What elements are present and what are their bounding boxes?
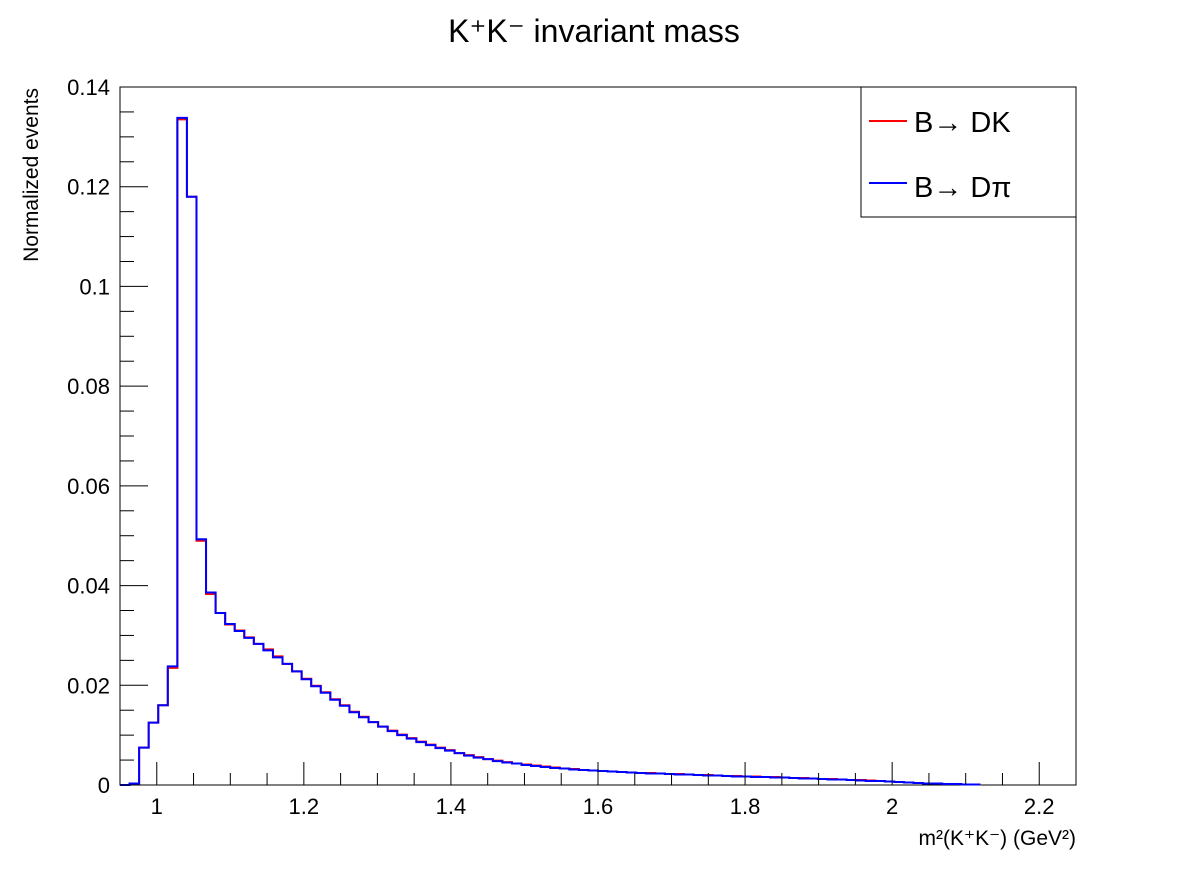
y-tick-label: 0 (98, 773, 110, 798)
x-tick-label: 1.4 (436, 794, 467, 819)
y-axis-label: Normalized events (20, 88, 43, 262)
y-tick-label: 0.14 (67, 75, 110, 100)
y-tick-label: 0.12 (67, 175, 110, 200)
y-tick-label: 0.1 (79, 274, 110, 299)
x-tick-label: 1 (151, 794, 163, 819)
y-tick-label: 0.02 (67, 673, 110, 698)
x-axis-label: m²(K⁺K⁻) (GeV²) (919, 827, 1077, 850)
legend-label-dpi: B→ Dπ (914, 172, 1011, 204)
series-line-0 (120, 118, 981, 786)
y-tick-label: 0.04 (67, 574, 110, 599)
y-tick-label: 0.08 (67, 374, 110, 399)
x-tick-label: 2 (886, 794, 898, 819)
legend-label-dk: B→ DK (914, 107, 1011, 139)
x-tick-label: 1.8 (730, 794, 761, 819)
x-tick-label: 2.2 (1024, 794, 1055, 819)
x-axis: 1 1.2 1.4 1.6 1.8 2 2.2 (119, 762, 1077, 819)
chart-title: K⁺K⁻ invariant mass (448, 13, 740, 49)
legend: B→ DK B→ Dπ (860, 86, 1077, 218)
series-layer (120, 116, 981, 786)
legend-box (860, 86, 1077, 218)
y-tick-label: 0.06 (67, 474, 110, 499)
x-tick-label: 1.2 (289, 794, 320, 819)
y-axis: 0 0.02 0.04 0.06 0.08 0.1 0.12 0.14 (67, 75, 148, 798)
series-line-1 (120, 116, 981, 786)
x-tick-label: 1.6 (583, 794, 614, 819)
